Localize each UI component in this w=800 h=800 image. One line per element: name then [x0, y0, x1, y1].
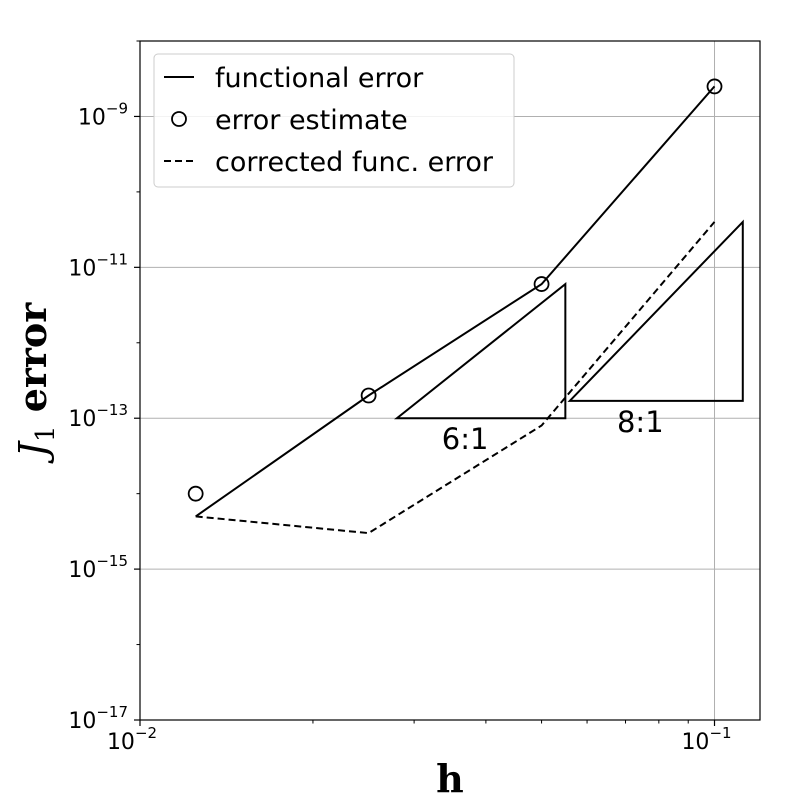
legend-label-corrected-func-error: corrected func. error: [215, 147, 494, 178]
y-tick-label-base: 10: [68, 256, 96, 281]
x-tick-label-base: 10: [107, 730, 135, 755]
x-tick-label-exponent: −1: [709, 724, 731, 742]
slope-ratio-label: 8:1: [617, 405, 664, 439]
legend-swatch-error-estimate: [171, 111, 187, 127]
slope-ratio-label: 6:1: [442, 422, 489, 456]
y-tick-label: 10−13: [68, 401, 128, 432]
plot-frame: [139, 40, 761, 721]
legend-label-error-estimate: error estimate: [215, 105, 408, 136]
x-tick-label: 10−2: [107, 724, 157, 755]
slope-triangle: [567, 219, 744, 402]
y-tick-label-exponent: −11: [96, 250, 128, 268]
y-tick-label: 10−11: [68, 250, 128, 281]
y-axis-label-main: J: [11, 440, 55, 464]
y-axis-label-rest: error: [10, 302, 55, 426]
series-point-error-estimate: [533, 276, 550, 292]
x-tick-label-base: 10: [681, 730, 709, 755]
y-tick-label-exponent: −13: [96, 401, 128, 419]
legend: functional error error estimate correcte…: [153, 53, 515, 188]
y-tick-label-base: 10: [68, 709, 96, 734]
series-point-error-estimate: [187, 485, 204, 502]
y-tick-label-exponent: −9: [106, 99, 128, 117]
y-tick-label-exponent: −17: [96, 703, 128, 721]
y-tick-label-exponent: −15: [96, 552, 128, 570]
y-axis-label: J1 error: [10, 302, 61, 465]
y-tick-label: 10−17: [68, 703, 128, 734]
slope-triangles: 6:1 8:1: [394, 219, 744, 456]
x-tick-label-exponent: −2: [135, 724, 157, 742]
legend-label-functional-error: functional error: [215, 63, 424, 94]
y-tick-label: 10−15: [68, 552, 128, 583]
y-tick-label-base: 10: [78, 105, 106, 130]
x-tick-label: 10−1: [681, 724, 731, 755]
slope-triangle: [394, 281, 567, 420]
series-line-functional-error: [195, 85, 716, 518]
x-axis-label: h: [436, 756, 464, 800]
y-tick-label-base: 10: [68, 407, 96, 432]
legend-box: [153, 53, 515, 188]
series-line-corrected-func-error: [195, 221, 716, 535]
y-tick-label-base: 10: [68, 558, 96, 583]
series-point-error-estimate: [360, 387, 377, 404]
series-point-error-estimate: [706, 78, 723, 95]
y-tick-label: 10−9: [78, 99, 128, 130]
y-axis-label-subscript: 1: [31, 426, 61, 443]
plot-series: [187, 78, 723, 535]
